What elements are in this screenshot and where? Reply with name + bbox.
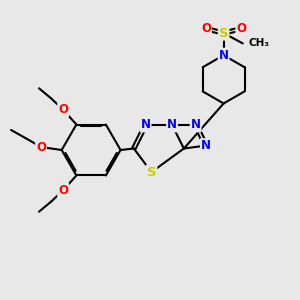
Text: N: N xyxy=(201,139,211,152)
Text: S: S xyxy=(147,166,156,178)
Text: O: O xyxy=(58,103,68,116)
Text: O: O xyxy=(236,22,246,35)
Text: N: N xyxy=(219,49,229,62)
Text: O: O xyxy=(201,22,211,35)
Text: N: N xyxy=(190,118,201,131)
Text: O: O xyxy=(58,184,68,197)
Text: N: N xyxy=(141,118,151,131)
Text: S: S xyxy=(219,27,228,40)
Text: N: N xyxy=(167,118,177,131)
Text: CH₃: CH₃ xyxy=(248,38,269,48)
Text: O: O xyxy=(36,141,46,154)
